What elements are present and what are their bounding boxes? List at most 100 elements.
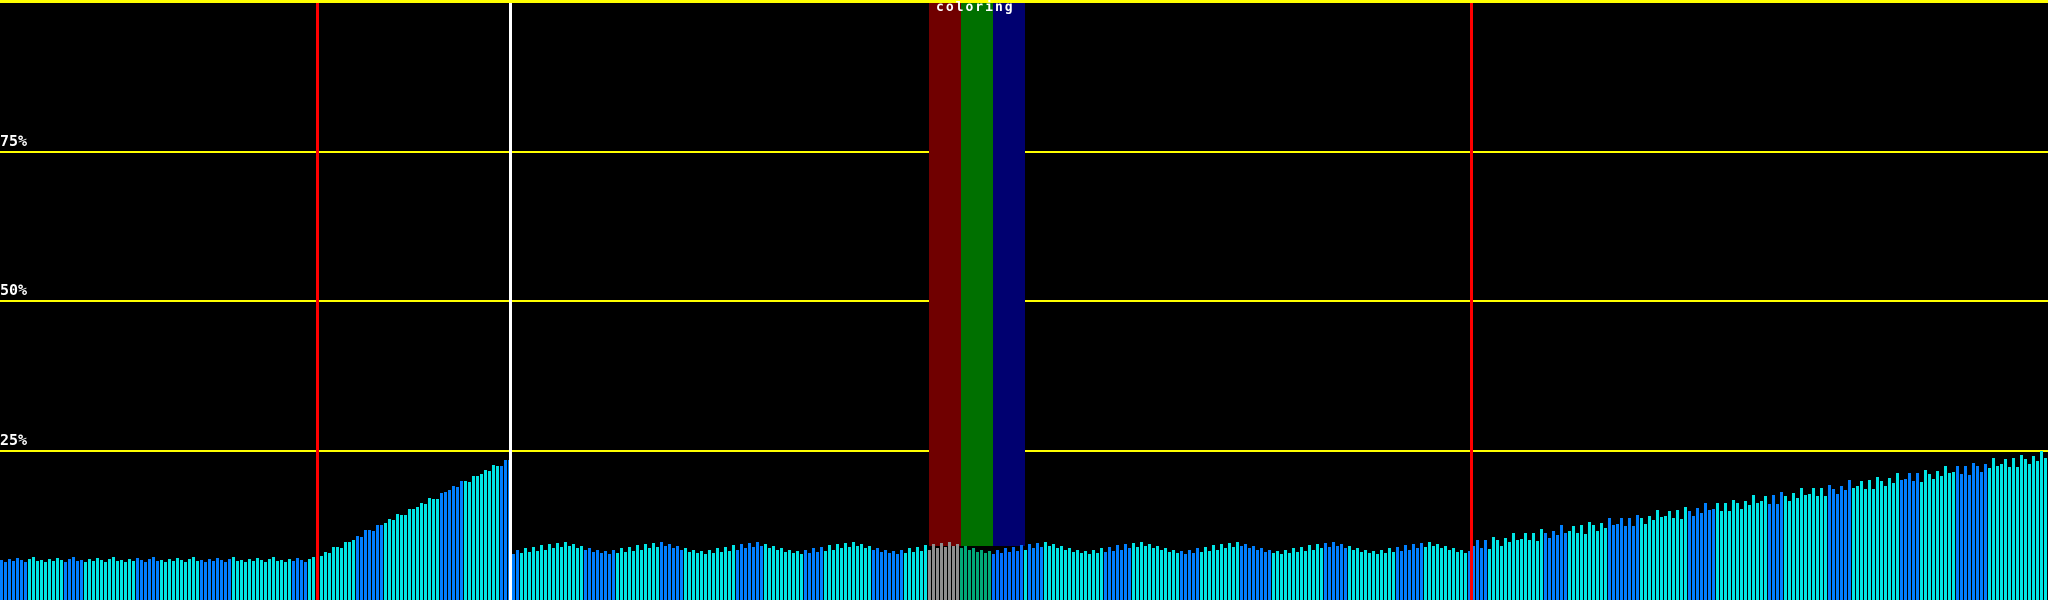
bar [20,560,23,600]
bar [740,544,743,600]
bar [1352,550,1355,600]
bar [1264,552,1267,600]
bar [1040,547,1043,600]
bar [1392,552,1395,600]
bar [404,515,407,600]
bar [320,556,323,600]
bar [296,558,299,600]
bar [1808,494,1811,600]
bar [728,551,731,600]
bar [1560,525,1563,600]
bar [1524,533,1527,600]
bar [572,544,575,600]
bar [1068,548,1071,600]
bar [896,554,899,600]
bar [144,562,147,600]
bar [1268,550,1271,600]
bar [240,560,243,600]
bar [2044,458,2047,600]
bar [308,559,311,600]
bar [1488,549,1491,600]
bar [612,550,615,600]
bar [980,550,983,600]
white-marker-line-1 [509,3,512,600]
bar [788,550,791,600]
bar [1872,489,1875,600]
bar [1516,540,1519,600]
bar [152,557,155,600]
bar [1580,525,1583,600]
bar [1552,531,1555,600]
bar [1300,547,1303,600]
bar [676,546,679,600]
bar [44,562,47,600]
bar [1188,550,1191,600]
bar [96,558,99,600]
red-marker-line-0 [316,3,319,600]
bar [352,540,355,600]
bar [80,560,83,600]
bar [1432,546,1435,600]
bar [1056,548,1059,600]
bar [1652,520,1655,600]
bar [48,559,51,600]
bar [472,476,475,600]
bar [792,553,795,600]
bar [648,548,651,600]
bar [1048,546,1051,600]
bar [476,476,479,600]
bar [1404,545,1407,600]
bar [1216,550,1219,600]
bar [592,552,595,600]
bar [1020,545,1023,600]
bar [876,548,879,600]
bar [656,547,659,600]
bar [968,550,971,600]
bar [1796,498,1799,600]
bar [256,558,259,600]
bar [1844,490,1847,600]
bar [1740,509,1743,600]
bar [872,550,875,600]
bar [1940,476,1943,600]
bar [644,544,647,600]
bar [852,542,855,600]
bar [1564,533,1567,600]
bar [1548,538,1551,600]
bar [1584,534,1587,600]
bar [956,544,959,600]
bar [1172,550,1175,600]
bar [244,562,247,600]
bar [1176,553,1179,600]
bar [528,552,531,600]
bar [1896,473,1899,600]
bar [364,530,367,600]
bar [1096,553,1099,600]
bar [236,561,239,600]
bar [1452,548,1455,600]
bar [2004,459,2007,600]
bar [512,554,515,600]
bar [460,481,463,600]
bar [880,552,883,600]
bar [604,551,607,600]
bar [1128,548,1131,600]
bar [1164,548,1167,600]
bar [1620,518,1623,600]
bar [260,560,263,600]
bar [1380,550,1383,600]
bar [1864,489,1867,600]
bar [1408,550,1411,600]
chart-title: coloring [936,0,1015,15]
red-marker-line-2 [1470,3,1473,600]
bar [344,542,347,600]
bar [2016,467,2019,600]
bar [600,553,603,600]
bar [1696,508,1699,600]
bar [200,560,203,600]
bar [1004,548,1007,600]
bar [1764,496,1767,600]
bar [12,561,15,600]
bar [544,550,547,600]
bar [1920,482,1923,600]
